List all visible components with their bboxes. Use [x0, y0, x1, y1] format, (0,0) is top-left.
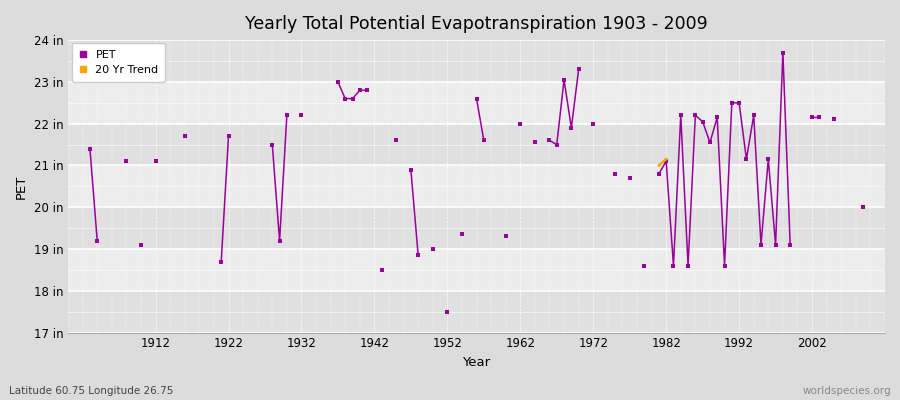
Bar	[68, 207, 885, 249]
Bar	[68, 40, 885, 82]
Legend: PET, 20 Yr Trend: PET, 20 Yr Trend	[72, 43, 166, 82]
Bar	[68, 166, 885, 207]
Bar	[68, 124, 885, 166]
Y-axis label: PET: PET	[15, 174, 28, 198]
Title: Yearly Total Potential Evapotranspiration 1903 - 2009: Yearly Total Potential Evapotranspiratio…	[245, 15, 708, 33]
Bar	[68, 249, 885, 291]
Text: Latitude 60.75 Longitude 26.75: Latitude 60.75 Longitude 26.75	[9, 386, 174, 396]
Text: worldspecies.org: worldspecies.org	[803, 386, 891, 396]
Bar	[68, 82, 885, 124]
X-axis label: Year: Year	[463, 356, 491, 369]
Bar	[68, 291, 885, 332]
